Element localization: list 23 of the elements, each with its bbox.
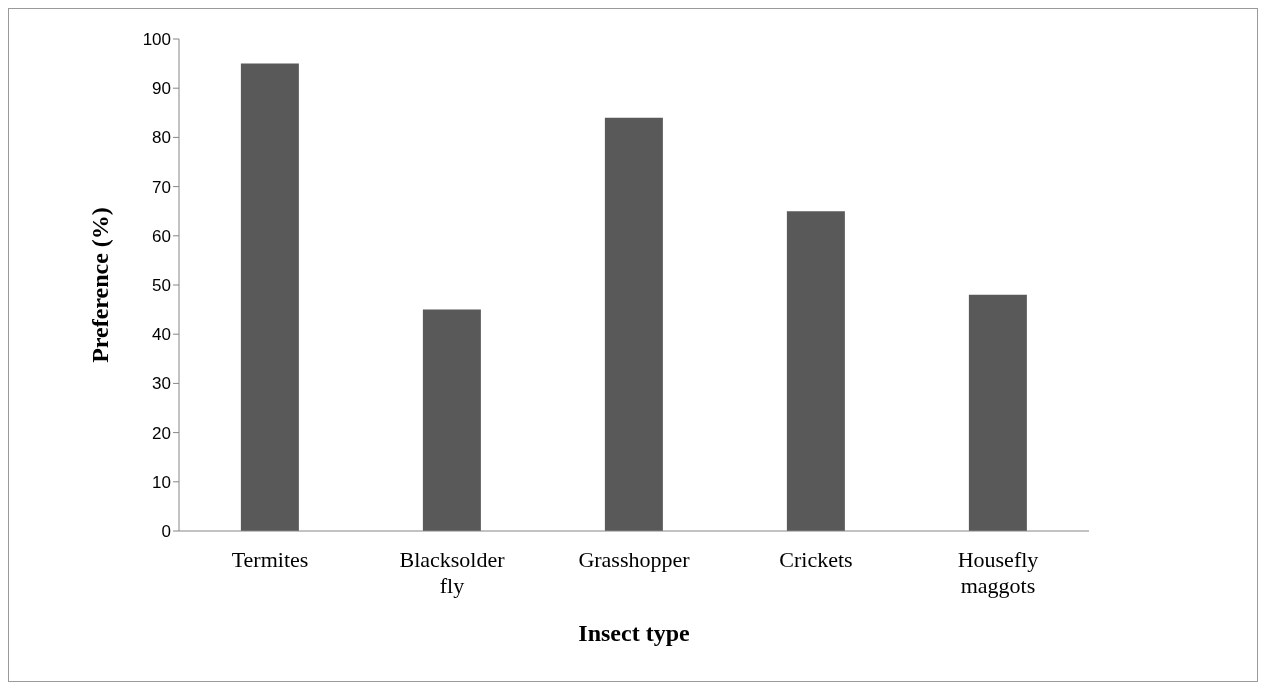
y-tick-label: 10 <box>152 472 171 492</box>
y-tick-label: 30 <box>152 374 171 394</box>
x-tick-label: Housefly maggots <box>957 547 1039 598</box>
x-tick-label: Blacksolder fly <box>399 547 506 598</box>
y-tick-label: 100 <box>142 30 171 50</box>
y-tick-label: 80 <box>152 128 171 148</box>
x-tick-label: Grasshopper <box>578 547 691 572</box>
y-tick-label: 0 <box>161 522 171 542</box>
y-tick-label: 20 <box>152 423 171 443</box>
x-tick-label: Termites <box>231 547 309 572</box>
bar <box>240 63 299 531</box>
x-axis-title: Insect type <box>578 620 690 646</box>
bar <box>786 211 845 531</box>
y-tick-label: 40 <box>152 325 171 345</box>
y-axis-title: Preference (%) <box>86 207 113 363</box>
bar <box>604 117 663 531</box>
bar <box>422 309 481 531</box>
y-tick-label: 90 <box>152 79 171 99</box>
y-tick-label: 70 <box>152 177 171 197</box>
bar <box>968 294 1027 531</box>
x-tick-label: Crickets <box>779 547 853 572</box>
y-tick-label: 50 <box>152 276 171 296</box>
y-tick-label: 60 <box>152 226 171 246</box>
